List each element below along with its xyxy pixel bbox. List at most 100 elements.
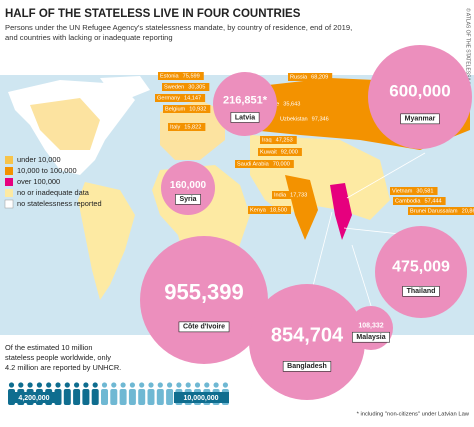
person-head — [213, 382, 219, 388]
legend-label: under 10,000 — [17, 155, 61, 164]
country-value: 18,500 — [270, 207, 287, 213]
person-body — [119, 389, 127, 405]
estimated-box — [174, 392, 229, 403]
subtitle: Persons under the UN Refugee Agency's st… — [5, 23, 352, 32]
label-box — [260, 136, 297, 144]
country-name: Belgium — [165, 106, 186, 112]
highlight-name: Thailand — [407, 288, 436, 295]
country-value: 35,643 — [283, 101, 300, 107]
highlight-name-box: Thailand — [402, 286, 440, 297]
person-body — [110, 389, 118, 405]
estimated-value: 10,000,000 — [183, 395, 218, 402]
legend-label: no statelessness reported — [17, 199, 102, 208]
legend-swatch — [4, 199, 14, 209]
country-name: Brunei Darussalam — [410, 208, 458, 214]
highlight-name: Latvia — [235, 114, 255, 121]
legend-swatch — [5, 167, 13, 175]
person-head — [176, 382, 182, 388]
connector — [312, 211, 333, 287]
person-body — [138, 389, 146, 405]
highlight-value: 216,851* — [223, 95, 268, 107]
highlight-name-box: Myanmar — [400, 113, 440, 125]
country-value: 97,346 — [312, 116, 329, 122]
highlight-bubble — [140, 236, 268, 364]
label-box — [278, 115, 333, 123]
name-box — [402, 286, 440, 297]
connector — [346, 152, 426, 199]
reported-box — [8, 392, 60, 403]
person-head — [185, 382, 191, 388]
person-head — [204, 382, 210, 388]
connector — [343, 227, 401, 235]
name-box — [178, 321, 230, 333]
highlight-value: 160,000 — [170, 180, 207, 191]
country-value: 47,253 — [276, 137, 293, 143]
name-box — [175, 194, 201, 205]
country-label: Sweden 30,305 — [162, 83, 210, 91]
highlight-name-box: Bangladesh — [282, 361, 332, 372]
legend-swatch — [5, 156, 13, 164]
highlight-bubble — [375, 226, 467, 318]
greenland — [100, 76, 150, 98]
label-box — [258, 148, 302, 156]
country-value: 92,000 — [281, 149, 298, 155]
country-value: 17,733 — [290, 192, 307, 198]
country-name: Iraq — [262, 137, 272, 143]
footnote: * including "non-citizens" under Latvian… — [357, 412, 470, 418]
person-head — [46, 382, 52, 388]
highlight-name-box: Côte d'Ivoire — [178, 321, 230, 333]
legend-swatch — [5, 178, 13, 186]
person-head — [120, 382, 126, 388]
country-label: Vietnam 30,581 — [390, 187, 438, 195]
person-body — [73, 389, 81, 405]
country-label: Russia 68,209 — [288, 73, 333, 81]
country-label: Iraq 47,253 — [260, 136, 297, 144]
person-head — [111, 382, 117, 388]
person-body — [128, 389, 136, 405]
person-head — [194, 382, 201, 388]
highlight-value: 854,704 — [271, 324, 344, 346]
label-box — [155, 94, 206, 102]
label-box — [168, 123, 206, 131]
person-body — [82, 389, 90, 405]
country-value: 30,305 — [188, 84, 205, 90]
person-head — [8, 382, 15, 388]
usa — [30, 98, 100, 150]
country-label: Cambodia 57,444 — [393, 197, 446, 205]
country-name: Italy — [170, 124, 180, 130]
note-line: Of the estimated 10 million — [5, 343, 93, 352]
person-head — [83, 382, 89, 388]
person-head — [92, 382, 98, 388]
country-name: Kuwait — [260, 149, 277, 155]
legend-label: over 100,000 — [17, 177, 60, 186]
person-head — [55, 382, 61, 388]
country-label: Estonia 75,599 — [158, 72, 204, 80]
person-head — [139, 382, 145, 388]
country-name: Cambodia — [395, 198, 421, 204]
label-box — [158, 72, 204, 80]
country-label: Brunei Darussalam 20,863 — [408, 207, 474, 215]
highlight-name: Côte d'Ivoire — [183, 324, 225, 331]
country-label: Uzbekistan 97,346 — [278, 115, 333, 123]
country-value: 14,147 — [184, 95, 201, 101]
country-label: Kenya 18,500 — [248, 206, 291, 214]
country-name: Kenya — [250, 207, 267, 213]
person-head — [27, 382, 33, 388]
highlight-name: Malaysia — [356, 334, 385, 341]
legend-label: 10,000 to 100,000 — [17, 166, 77, 175]
legend-label: no or inadequate data — [17, 188, 90, 197]
highlight-bubble — [368, 45, 472, 149]
person-body — [63, 389, 71, 405]
label-box — [235, 160, 294, 168]
myanmar-area — [330, 183, 352, 240]
person-head — [157, 382, 163, 388]
label-box — [390, 187, 438, 195]
person-body — [166, 389, 174, 405]
country-label: Saudi Arabia 70,000 — [235, 160, 294, 168]
highlight-bubble — [249, 284, 365, 400]
south-america — [78, 182, 135, 300]
country-name: Germany — [157, 95, 180, 101]
country-name: Estonia — [160, 73, 180, 79]
